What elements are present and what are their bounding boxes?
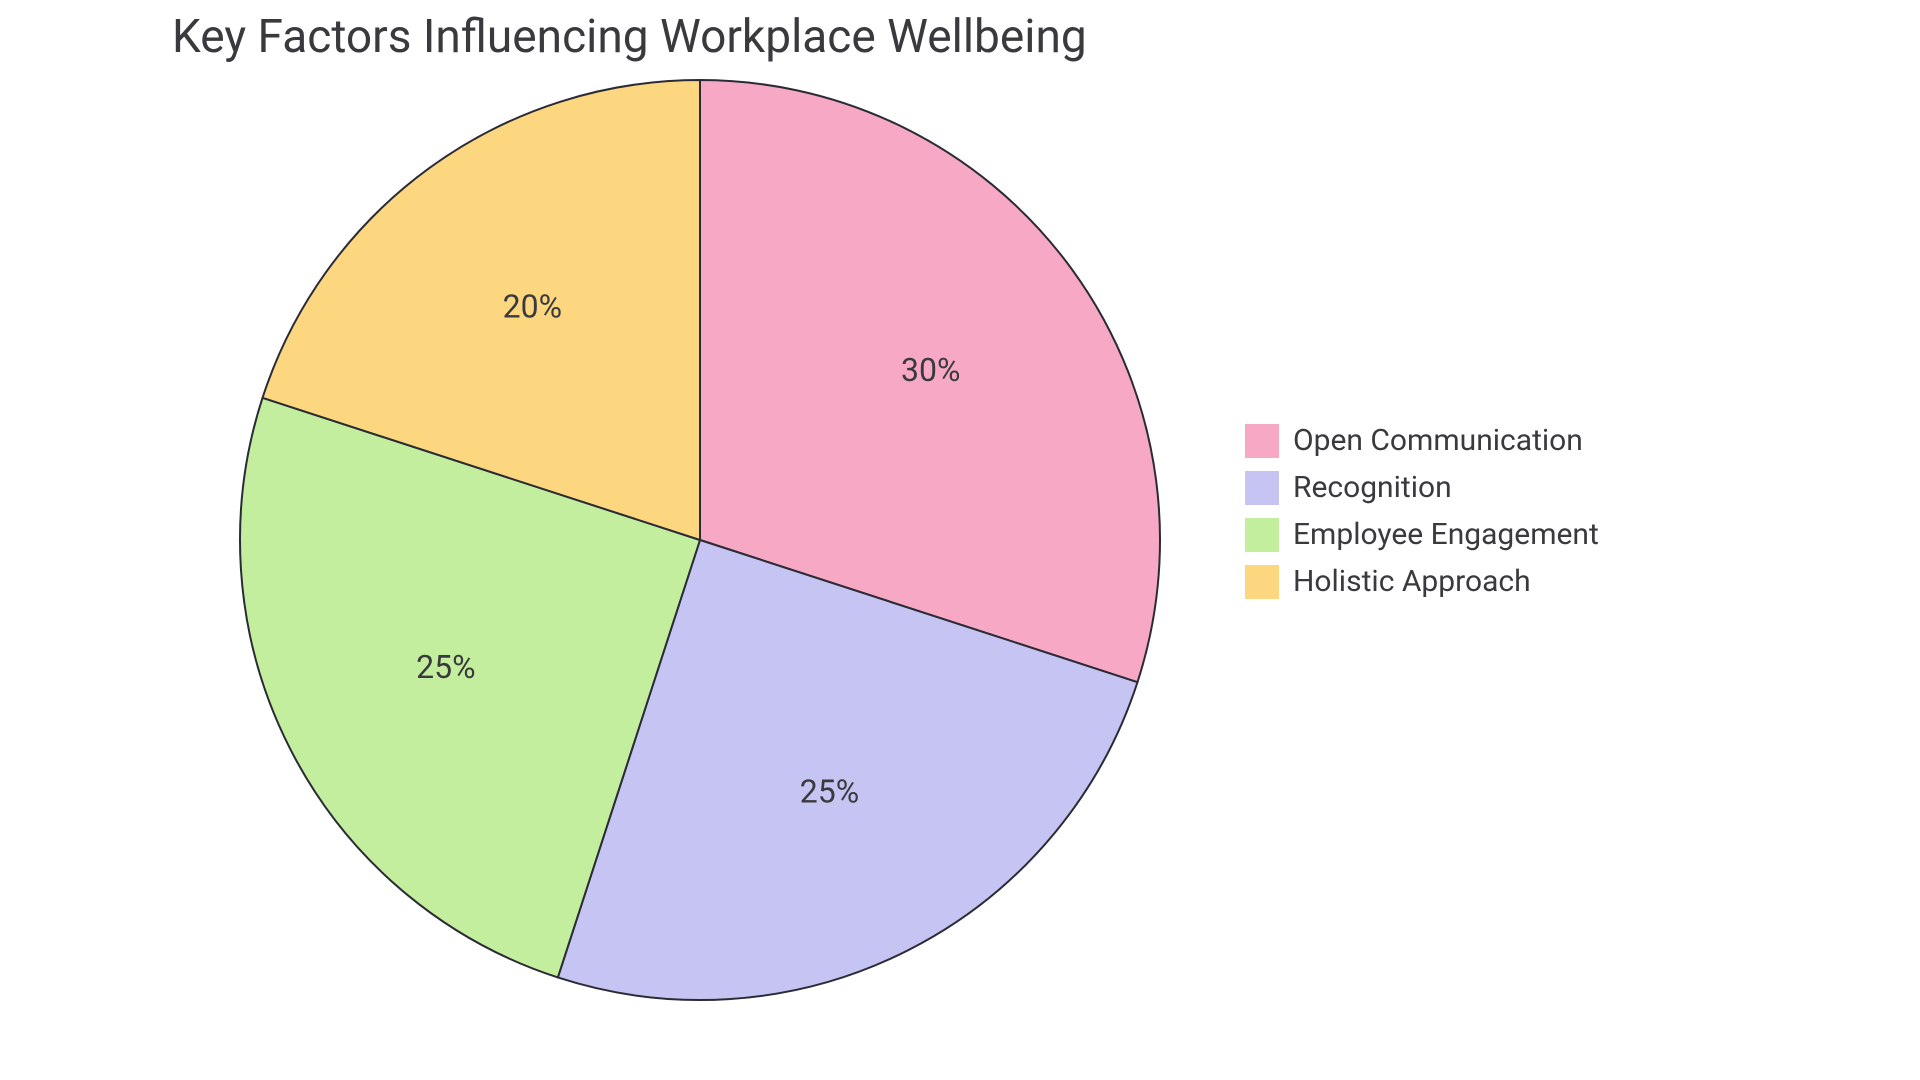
- legend-label: Employee Engagement: [1293, 517, 1599, 552]
- legend-swatch: [1245, 471, 1279, 505]
- legend-label: Holistic Approach: [1293, 564, 1531, 599]
- slice-percent-label: 30%: [901, 351, 960, 389]
- legend-item: Open Communication: [1245, 423, 1599, 458]
- legend-item: Employee Engagement: [1245, 517, 1599, 552]
- slice-percent-label: 25%: [416, 648, 475, 686]
- slice-percent-label: 25%: [800, 773, 859, 811]
- pie-chart: 30% 25% 25% 20%: [0, 0, 1920, 1080]
- legend-swatch: [1245, 565, 1279, 599]
- chart-legend: Open Communication Recognition Employee En…: [1245, 423, 1599, 611]
- slice-percent-label: 20%: [503, 288, 562, 326]
- chart-container: Key Factors Influencing Workplace Wellbe…: [0, 0, 1920, 1080]
- legend-item: Recognition: [1245, 470, 1599, 505]
- legend-swatch: [1245, 424, 1279, 458]
- legend-swatch: [1245, 518, 1279, 552]
- legend-label: Open Communication: [1293, 423, 1583, 458]
- legend-label: Recognition: [1293, 470, 1452, 505]
- legend-item: Holistic Approach: [1245, 564, 1599, 599]
